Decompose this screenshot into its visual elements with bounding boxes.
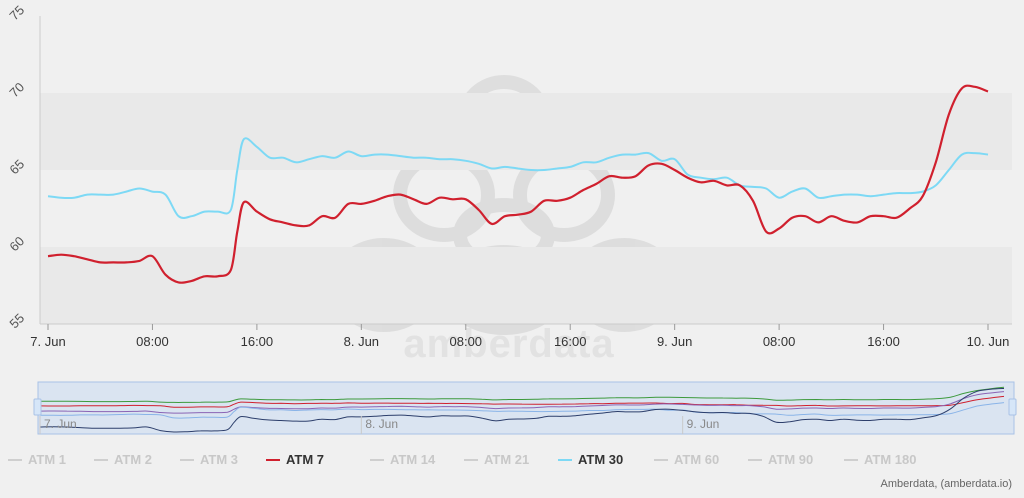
legend-swatch-icon	[8, 458, 22, 461]
legend-label: ATM 60	[674, 452, 720, 467]
y-tick-label: 70	[6, 79, 27, 100]
x-tick-label: 8. Jun	[344, 334, 379, 349]
legend-item-atm-60[interactable]: ATM 60	[654, 452, 719, 467]
legend-item-atm-180[interactable]: ATM 180	[844, 452, 917, 467]
y-tick-label: 55	[6, 310, 27, 331]
legend-item-atm-14[interactable]: ATM 14	[370, 452, 435, 467]
legend-swatch-icon	[748, 458, 762, 461]
line-chart: 55 60 65 70 75 7. Jun 08:00 16:00 8. Jun 08:00 16…	[6, 2, 1012, 349]
x-tick-label: 08:00	[763, 334, 796, 349]
legend-item-atm-1[interactable]: ATM 1	[8, 452, 66, 467]
navigator-line	[39, 391, 1005, 414]
navigator-label: 7. Jun	[44, 417, 77, 431]
navigator[interactable]: 7. Jun 8. Jun 9. Jun	[0, 376, 1024, 440]
navigator-handle-left[interactable]	[33, 398, 42, 416]
navigator-line	[39, 395, 1005, 408]
series-layer	[47, 84, 989, 284]
legend-swatch-icon	[464, 458, 478, 461]
navigator-series	[39, 386, 1005, 433]
legend-swatch-icon	[654, 458, 668, 461]
legend-item-atm-7[interactable]: ATM 7	[266, 452, 324, 467]
legend-label: ATM 14	[390, 452, 436, 467]
navigator-handle-right[interactable]	[1008, 398, 1017, 416]
legend-label: ATM 90	[768, 452, 814, 467]
navigator-line	[39, 402, 1005, 419]
watermark-text: amberdata	[403, 322, 615, 366]
x-tick-label: 16:00	[554, 334, 587, 349]
legend-item-atm-90[interactable]: ATM 90	[748, 452, 813, 467]
x-tick-label: 10. Jun	[967, 334, 1010, 349]
legend-label: ATM 30	[578, 452, 624, 467]
y-tick-label: 65	[6, 156, 27, 177]
legend-label: ATM 2	[114, 452, 153, 467]
y-tick-label: 75	[6, 2, 27, 23]
series-line-atm-7[interactable]	[47, 84, 989, 284]
y-axis: 55 60 65 70 75	[6, 2, 27, 331]
x-tick-label: 08:00	[450, 334, 483, 349]
legend-swatch-icon	[266, 458, 280, 461]
legend-swatch-icon	[844, 458, 858, 461]
x-tick-label: 7. Jun	[30, 334, 65, 349]
y-tick-label: 60	[6, 233, 27, 254]
x-axis: 7. Jun 08:00 16:00 8. Jun 08:00 16:00 9. Jun 08…	[30, 324, 1009, 349]
legend: ATM 1 ATM 2 ATM 3 ATM 7 ATM 14 ATM 21 ATM 30 AT…	[8, 452, 1018, 472]
legend-label: ATM 7	[286, 452, 325, 467]
legend-swatch-icon	[370, 458, 384, 461]
navigator-labels: 7. Jun 8. Jun 9. Jun	[39, 416, 720, 434]
series-line-atm-30[interactable]	[47, 137, 989, 219]
legend-label: ATM 180	[864, 452, 917, 467]
navigator-label: 8. Jun	[365, 417, 398, 431]
legend-swatch-icon	[180, 458, 194, 461]
credits[interactable]: Amberdata, (amberdata.io)	[880, 478, 1012, 490]
legend-item-atm-30[interactable]: ATM 30	[558, 452, 623, 467]
x-tick-label: 9. Jun	[657, 334, 692, 349]
legend-swatch-icon	[94, 458, 108, 461]
legend-label: ATM 21	[484, 452, 530, 467]
plot-bands	[40, 93, 1012, 324]
x-tick-label: 08:00	[136, 334, 169, 349]
legend-label: ATM 1	[28, 452, 67, 467]
legend-label: ATM 3	[200, 452, 239, 467]
legend-item-atm-21[interactable]: ATM 21	[464, 452, 529, 467]
x-tick-label: 16:00	[867, 334, 900, 349]
grid	[39, 16, 1012, 325]
legend-swatch-icon	[558, 458, 572, 461]
legend-item-atm-2[interactable]: ATM 2	[94, 452, 152, 467]
plot-band	[40, 247, 1012, 324]
navigator-line	[39, 388, 1005, 433]
x-tick-label: 16:00	[241, 334, 274, 349]
navigator-line	[39, 386, 1005, 403]
navigator-label: 9. Jun	[687, 417, 720, 431]
plot-band	[40, 93, 1012, 170]
legend-item-atm-3[interactable]: ATM 3	[180, 452, 238, 467]
